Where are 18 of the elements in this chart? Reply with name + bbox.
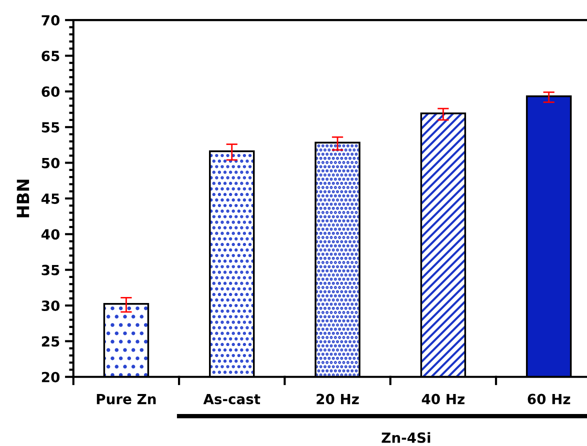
x-tick-label: 40 Hz — [422, 394, 464, 404]
y-tick-label: 30 — [42, 300, 60, 311]
x-tick-label: As-cast — [203, 394, 260, 404]
y-tick-label: 25 — [42, 336, 60, 347]
y-tick-label: 50 — [42, 158, 60, 168]
x-tick-label: Pure Zn — [96, 394, 156, 404]
y-axis-title: HBN — [16, 180, 30, 218]
y-tick-label: 40 — [41, 229, 60, 240]
y-tick-label: 45 — [41, 194, 60, 204]
x-tick-label: 20 Hz — [316, 394, 359, 404]
y-tick-label: 35 — [42, 264, 60, 276]
y-tick-label: 55 — [42, 122, 60, 133]
y-tick-label: 20 — [42, 372, 60, 382]
y-tick-label: 65 — [42, 50, 60, 62]
y-tick-label: 60 — [42, 86, 60, 97]
x-tick-label: 60 Hz — [528, 394, 570, 404]
y-tick-label: 70 — [42, 15, 60, 26]
text: Zn-4Si — [382, 432, 430, 443]
